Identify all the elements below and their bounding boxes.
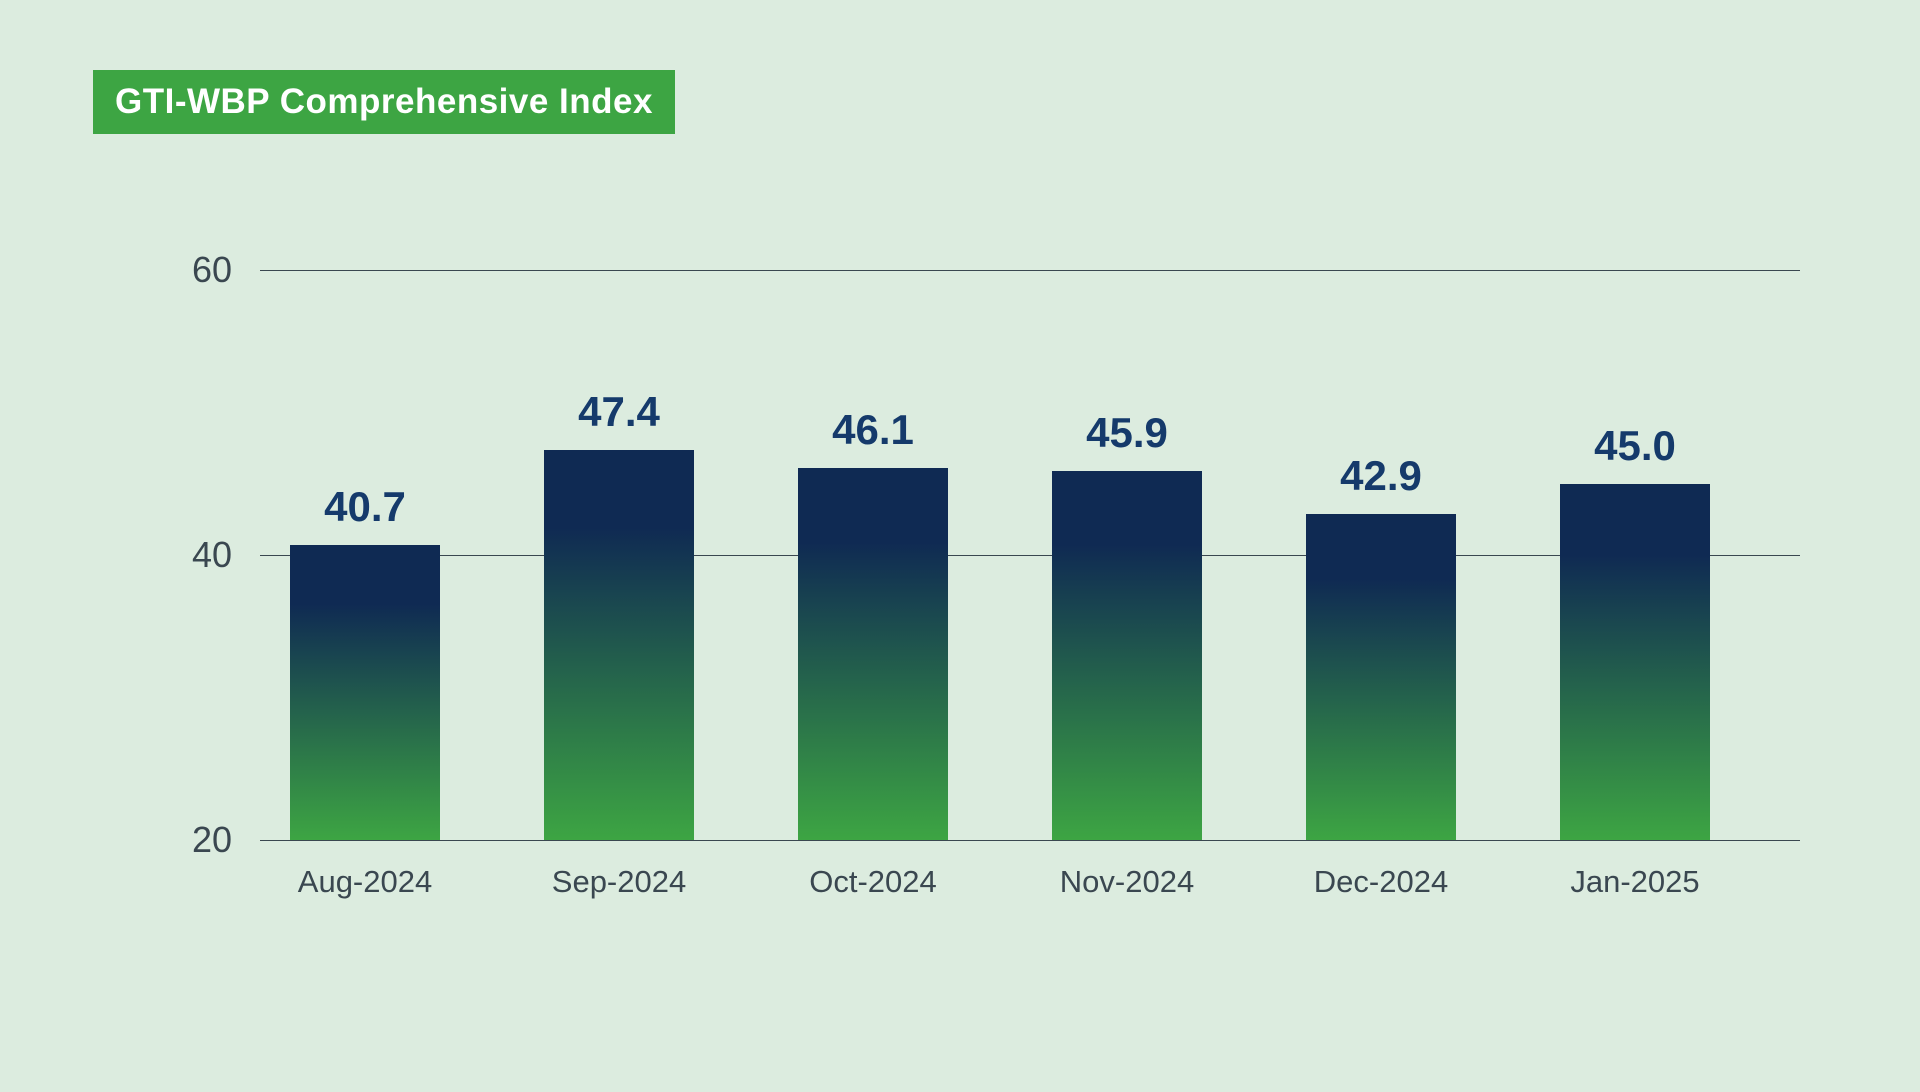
gridline <box>260 270 1800 271</box>
bar-value-label: 45.0 <box>1594 422 1676 484</box>
bar: 47.4Sep-2024 <box>544 450 694 840</box>
bar-value-label: 47.4 <box>578 388 660 450</box>
x-tick-label: Sep-2024 <box>552 840 686 900</box>
bar-value-label: 40.7 <box>324 483 406 545</box>
x-tick-label: Nov-2024 <box>1060 840 1194 900</box>
x-tick-label: Aug-2024 <box>298 840 432 900</box>
chart-canvas: GTI-WBP Comprehensive Index 60402040.7Au… <box>0 0 1920 1092</box>
bar: 45.0Jan-2025 <box>1560 484 1710 840</box>
x-tick-label: Dec-2024 <box>1314 840 1448 900</box>
gridline <box>260 840 1800 841</box>
bar: 46.1Oct-2024 <box>798 468 948 840</box>
bar-value-label: 42.9 <box>1340 452 1422 514</box>
y-tick-label: 40 <box>192 534 260 576</box>
x-tick-label: Oct-2024 <box>809 840 937 900</box>
y-tick-label: 20 <box>192 819 260 861</box>
y-tick-label: 60 <box>192 249 260 291</box>
chart-title: GTI-WBP Comprehensive Index <box>115 82 653 121</box>
chart-title-badge: GTI-WBP Comprehensive Index <box>93 70 675 134</box>
bar: 42.9Dec-2024 <box>1306 514 1456 840</box>
x-tick-label: Jan-2025 <box>1570 840 1699 900</box>
bar: 40.7Aug-2024 <box>290 545 440 840</box>
bar: 45.9Nov-2024 <box>1052 471 1202 840</box>
bar-value-label: 46.1 <box>832 406 914 468</box>
bar-value-label: 45.9 <box>1086 409 1168 471</box>
plot-area: 60402040.7Aug-202447.4Sep-202446.1Oct-20… <box>260 270 1800 840</box>
